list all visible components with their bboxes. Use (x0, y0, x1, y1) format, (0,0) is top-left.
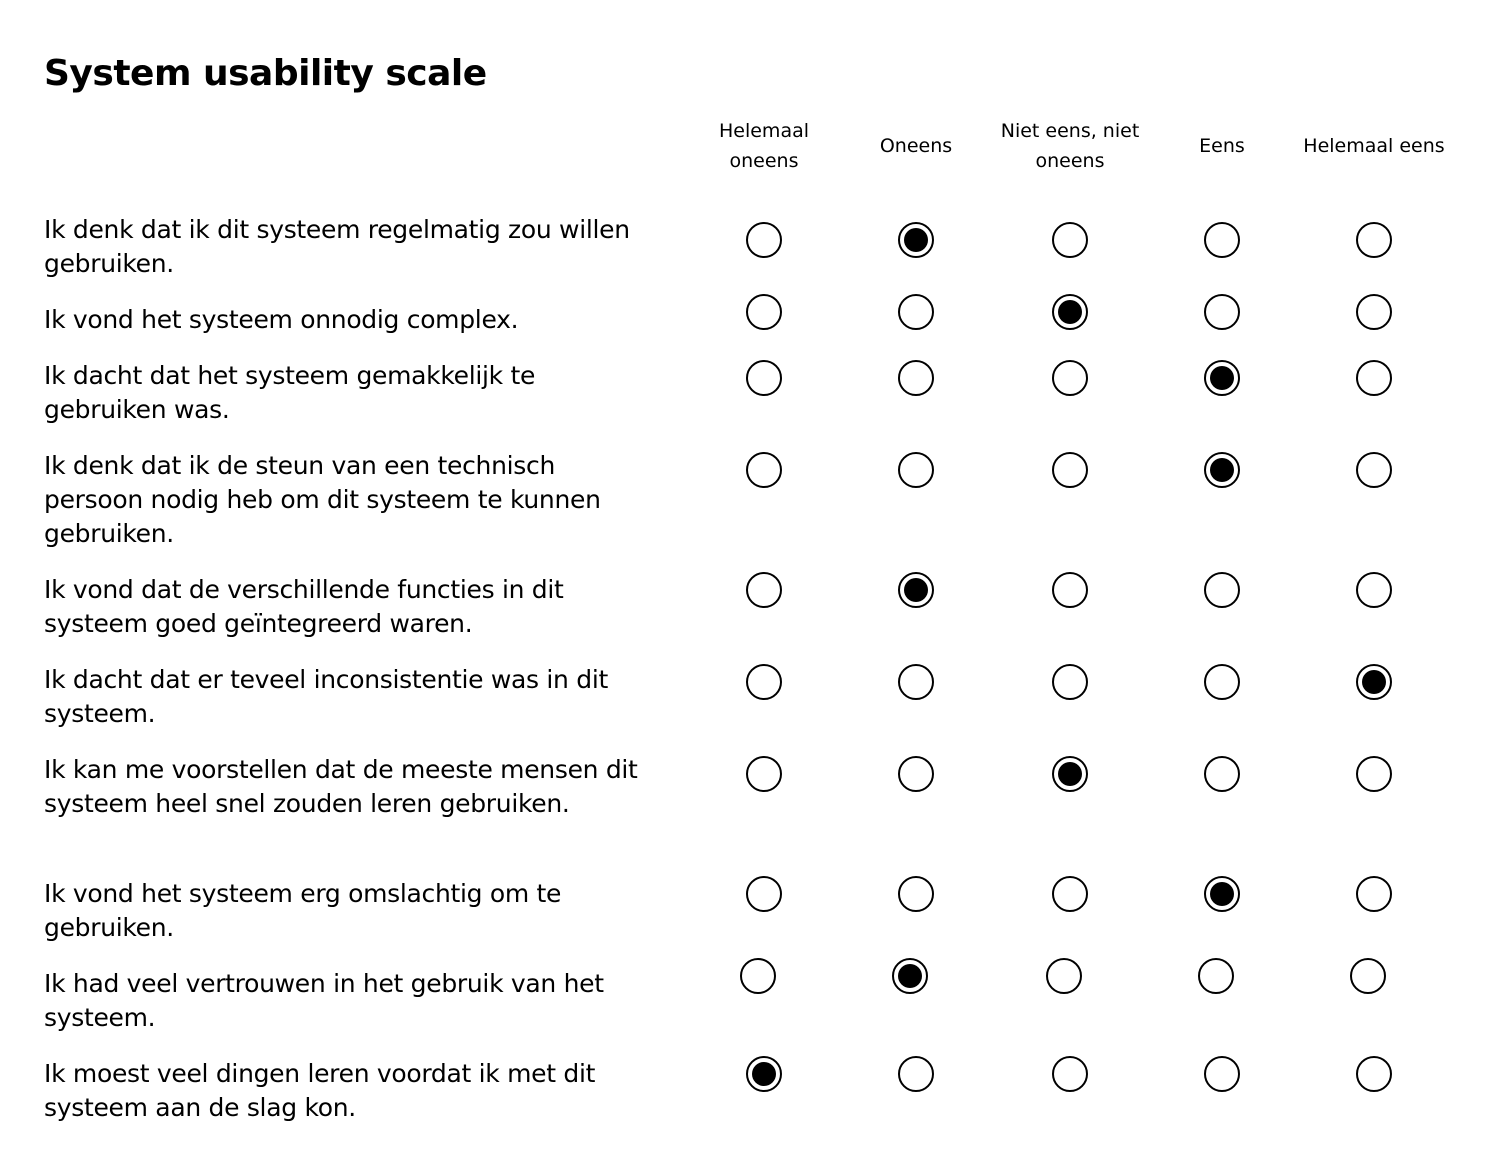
radio-option[interactable] (1356, 360, 1392, 396)
radio-option[interactable] (1356, 1056, 1392, 1092)
radio-option[interactable] (898, 222, 934, 258)
page-title: System usability scale (44, 53, 487, 94)
question-text: Ik denk dat ik dit systeem regelmatig zo… (44, 215, 630, 278)
radio-option[interactable] (740, 958, 776, 994)
question-text: Ik vond dat de verschillende functies in… (44, 575, 564, 638)
radio-option[interactable] (746, 876, 782, 912)
radio-option[interactable] (1356, 294, 1392, 330)
radio-option[interactable] (1204, 222, 1240, 258)
column-header: Niet eens, niet oneens (1000, 120, 1140, 172)
question-text: Ik moest veel dingen leren voordat ik me… (44, 1059, 596, 1122)
radio-option[interactable] (1204, 452, 1240, 488)
question-text: Ik dacht dat er teveel inconsistentie wa… (44, 665, 608, 728)
radio-option[interactable] (1356, 664, 1392, 700)
radio-option[interactable] (1198, 958, 1234, 994)
radio-option[interactable] (1356, 876, 1392, 912)
question-text: Ik had veel vertrouwen in het gebruik va… (44, 969, 604, 1032)
radio-option[interactable] (1204, 876, 1240, 912)
radio-option[interactable] (746, 756, 782, 792)
radio-option[interactable] (746, 222, 782, 258)
radio-option[interactable] (746, 572, 782, 608)
radio-option[interactable] (1204, 360, 1240, 396)
question-text: Ik vond het systeem erg omslachtig om te… (44, 879, 562, 942)
radio-option[interactable] (1204, 756, 1240, 792)
radio-option[interactable] (898, 294, 934, 330)
radio-option[interactable] (1356, 756, 1392, 792)
radio-option[interactable] (1052, 756, 1088, 792)
radio-option[interactable] (898, 360, 934, 396)
radio-option[interactable] (1052, 876, 1088, 912)
radio-option[interactable] (746, 664, 782, 700)
radio-option[interactable] (898, 1056, 934, 1092)
question-text: Ik vond het systeem onnodig complex. (44, 305, 519, 334)
radio-option[interactable] (898, 664, 934, 700)
radio-option[interactable] (898, 572, 934, 608)
radio-option[interactable] (746, 294, 782, 330)
column-header: Oneens (879, 135, 953, 157)
radio-option[interactable] (1204, 572, 1240, 608)
radio-option[interactable] (1204, 294, 1240, 330)
radio-option[interactable] (746, 1056, 782, 1092)
radio-option[interactable] (1204, 1056, 1240, 1092)
radio-option[interactable] (1356, 452, 1392, 488)
column-header: Helemaal oneens (718, 120, 810, 172)
radio-option[interactable] (1356, 572, 1392, 608)
radio-option[interactable] (1052, 572, 1088, 608)
radio-option[interactable] (1052, 294, 1088, 330)
question-text: Ik dacht dat het systeem gemakkelijk te … (44, 361, 536, 424)
radio-option[interactable] (892, 958, 928, 994)
radio-option[interactable] (1052, 360, 1088, 396)
radio-option[interactable] (1356, 222, 1392, 258)
column-header: Eens (1199, 135, 1245, 157)
radio-option[interactable] (898, 756, 934, 792)
question-text: Ik kan me voorstellen dat de meeste mens… (44, 755, 638, 818)
question-text: Ik denk dat ik de steun van een technisc… (44, 451, 601, 548)
radio-option[interactable] (1046, 958, 1082, 994)
column-header: Helemaal eens (1303, 135, 1445, 157)
radio-option[interactable] (1052, 452, 1088, 488)
radio-option[interactable] (898, 452, 934, 488)
radio-option[interactable] (746, 452, 782, 488)
radio-option[interactable] (898, 876, 934, 912)
radio-option[interactable] (746, 360, 782, 396)
radio-option[interactable] (1350, 958, 1386, 994)
radio-option[interactable] (1052, 222, 1088, 258)
radio-option[interactable] (1052, 1056, 1088, 1092)
radio-option[interactable] (1204, 664, 1240, 700)
radio-option[interactable] (1052, 664, 1088, 700)
